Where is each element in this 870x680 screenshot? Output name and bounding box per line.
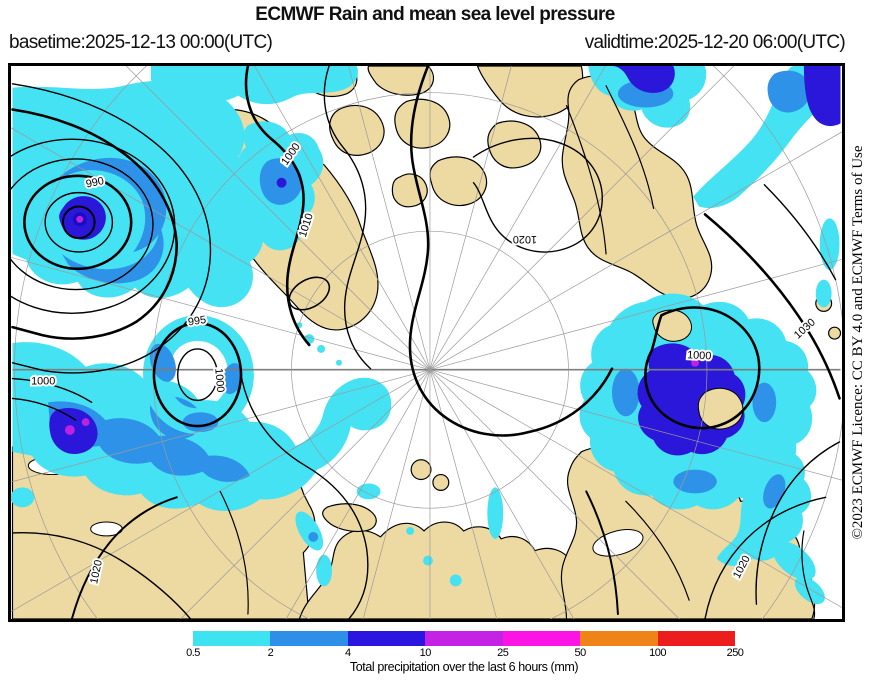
graticule-meridian <box>362 369 431 619</box>
colorbar-tick: 25 <box>497 647 509 659</box>
land-islet <box>410 459 432 481</box>
colorbar-segment <box>580 631 658 646</box>
graticule-meridian <box>429 369 842 481</box>
precip-colorbar <box>193 631 735 646</box>
colorbar-segment <box>502 631 581 646</box>
colorbar-segment <box>270 631 348 646</box>
graticule-meridian <box>429 66 512 370</box>
graticule-meridian <box>125 66 431 370</box>
graticule-meridian <box>285 369 431 619</box>
graticule-meridian <box>254 66 431 370</box>
colorbar-tick: 4 <box>345 647 351 659</box>
graticule-meridian <box>429 369 498 619</box>
graticule-meridian <box>180 369 431 619</box>
graticule-meridian <box>429 131 842 371</box>
validtime-label: validtime:2025-12-20 06:00(UTC) <box>584 32 846 53</box>
colorbar-caption: Total precipitation over the last 6 hour… <box>349 660 579 674</box>
graticule <box>11 66 842 619</box>
contour-label: 1000 <box>687 349 712 362</box>
basetime-label: basetime:2025-12-13 00:00(UTC) <box>9 32 273 53</box>
graticule-meridian <box>429 369 575 619</box>
contour-label: 1000 <box>31 376 55 388</box>
colorbar-segment <box>425 631 503 646</box>
graticule-meridian <box>348 66 431 370</box>
land-island <box>394 98 451 149</box>
land-island-strip <box>322 503 377 533</box>
contour-label: 1020 <box>513 233 537 245</box>
land-island <box>391 173 428 208</box>
contour-label: 995 <box>187 314 207 328</box>
colorbar-ticks: 0.5 2 4 10 25 50 100 250 <box>186 646 744 659</box>
colorbar-tick: 50 <box>574 647 587 659</box>
land-islet <box>432 473 450 491</box>
graticule-meridian <box>429 66 606 370</box>
land-island <box>329 104 385 156</box>
colorbar-segment <box>657 631 735 646</box>
colorbar-tick: 2 <box>267 647 274 659</box>
colorbar-tick: 250 <box>726 647 744 659</box>
graticule-parallel <box>14 66 842 619</box>
colorbar-segment <box>193 631 271 646</box>
weather-map: 990 1000 1000 1010 995 1000 1020 1030 10… <box>11 66 842 619</box>
contour-label: 1000 <box>212 368 226 393</box>
pressure-contours <box>11 66 841 619</box>
graticule-meridian <box>11 369 431 483</box>
colorbar-tick: 100 <box>649 647 666 659</box>
graticule-meridian <box>429 258 842 371</box>
precip-legend: 0.5 2 4 10 25 50 100 250 Total precipitation ov… <box>186 631 744 674</box>
time-row: basetime:2025-12-13 00:00(UTC) validtime… <box>0 32 870 56</box>
graticule-meridian <box>429 369 842 608</box>
graticule-meridian <box>429 369 680 619</box>
map-frame: 990 1000 1000 1010 995 1000 1020 1030 10… <box>8 63 845 622</box>
graticule-meridian <box>11 257 431 371</box>
chart-title: ECMWF Rain and mean sea level pressure <box>255 4 615 25</box>
land-island <box>487 120 542 169</box>
graticule-meridian <box>11 369 431 612</box>
colorbar-tick: 10 <box>419 647 432 659</box>
colorbar-segment <box>347 631 426 646</box>
graticule-meridian <box>429 66 735 370</box>
copyright-vertical-text: ©2023 ECMWF Licence: CC BY 4.0 and ECMWF… <box>850 145 866 540</box>
graticule-meridian <box>11 127 431 371</box>
graticule-parallel <box>291 230 569 509</box>
land-islet <box>828 326 842 340</box>
colorbar-tick: 0.5 <box>186 647 200 659</box>
